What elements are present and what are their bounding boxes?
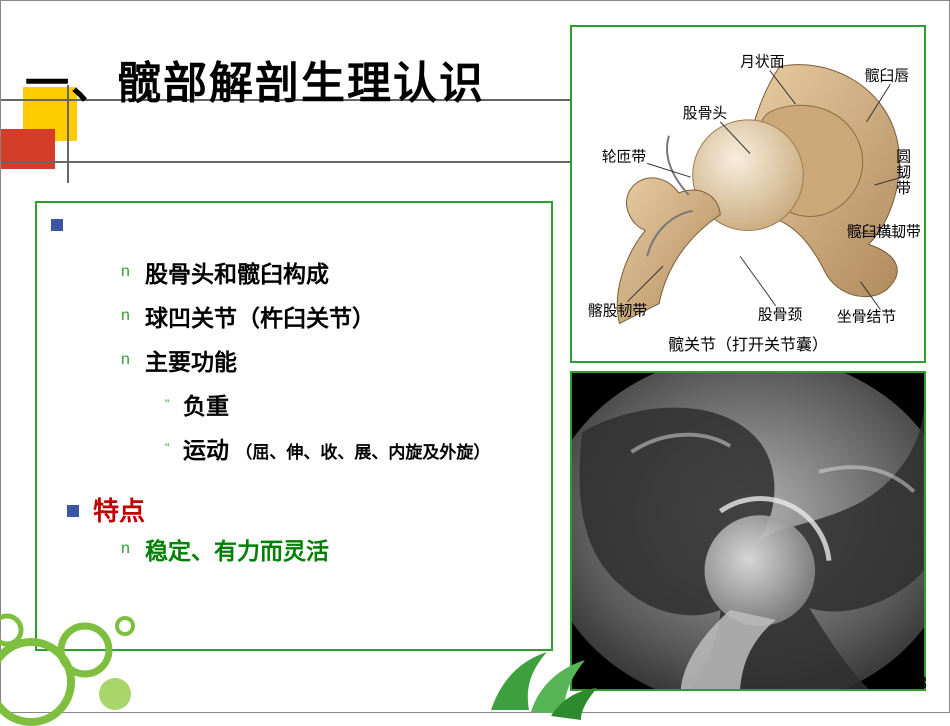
- anat-label: 轮匝带: [602, 148, 647, 165]
- anat-label: 圆 韧 带: [896, 149, 915, 197]
- xray-head: [705, 515, 816, 626]
- femur-shape: [617, 178, 720, 324]
- tick-icon: ": [165, 389, 175, 419]
- feature-item: n 稳定、有力而灵活: [121, 534, 527, 568]
- xray-figure: [570, 371, 926, 691]
- n-bullet-icon: n: [121, 257, 135, 287]
- anatomy-caption: 髋关节（打开关节囊）: [572, 331, 924, 355]
- anatomy-figure: 月状面 髋臼唇 股骨头 轮匝带 圆 韧 带 髋臼横韧带 坐骨结节 股骨颈 髂股韧…: [570, 25, 926, 363]
- anat-label: 股骨颈: [758, 306, 803, 323]
- square-bullet-icon: [67, 505, 79, 517]
- anat-label: 髋臼唇: [865, 67, 910, 84]
- anat-label: 股骨头: [683, 105, 728, 122]
- tick-icon: ": [165, 433, 175, 463]
- feature-row: 特点: [67, 494, 527, 528]
- sub-item-detail: （屈、伸、收、展、内旋及外旋）: [235, 443, 490, 462]
- n-bullet-icon: n: [121, 301, 135, 331]
- list-item: n 股骨头和髋臼构成: [121, 257, 527, 291]
- sub-item: " 负重: [165, 389, 527, 423]
- anat-label: 月状面: [740, 54, 784, 71]
- decor-hline-bottom: [1, 161, 581, 163]
- n-bullet-icon: n: [121, 534, 135, 564]
- n-bullet-icon: n: [121, 345, 135, 375]
- item-text: 球凹关节（杵臼关节）: [145, 301, 375, 335]
- sub-item-text: 负重: [183, 389, 229, 423]
- sub-item: " 运动 （屈、伸、收、展、内旋及外旋）: [165, 433, 527, 470]
- sub-item-main: 运动: [183, 437, 229, 463]
- anat-label: 坐骨结节: [837, 308, 896, 325]
- slide-title: 一、髋部解剖生理认识: [25, 47, 485, 111]
- content-box: n 股骨头和髋臼构成 n 球凹关节（杵臼关节） n 主要功能 " 负重 " 运动…: [35, 201, 553, 651]
- xray-svg: [572, 373, 924, 689]
- feature-text: 稳定、有力而灵活: [145, 534, 329, 568]
- decor-red-square: [1, 129, 55, 169]
- item-text: 股骨头和髋臼构成: [145, 257, 329, 291]
- decor-circles-icon: [0, 586, 157, 726]
- anatomy-svg: 月状面 髋臼唇 股骨头 轮匝带 圆 韧 带 髋臼横韧带 坐骨结节 股骨颈 髂股韧…: [572, 27, 924, 361]
- list-item: n 主要功能: [121, 345, 527, 379]
- square-bullet-icon: [51, 219, 63, 231]
- item-text: 主要功能: [145, 345, 237, 379]
- decor-leaf-icon: [481, 630, 601, 720]
- page-number: 3: [917, 673, 927, 694]
- anat-label: 髋臼横韧带: [847, 223, 921, 240]
- list-item: n 球凹关节（杵臼关节）: [121, 301, 527, 335]
- sub-item-text: 运动 （屈、伸、收、展、内旋及外旋）: [183, 433, 490, 470]
- feature-label: 特点: [93, 494, 145, 528]
- anat-label: 髂股韧带: [588, 303, 647, 320]
